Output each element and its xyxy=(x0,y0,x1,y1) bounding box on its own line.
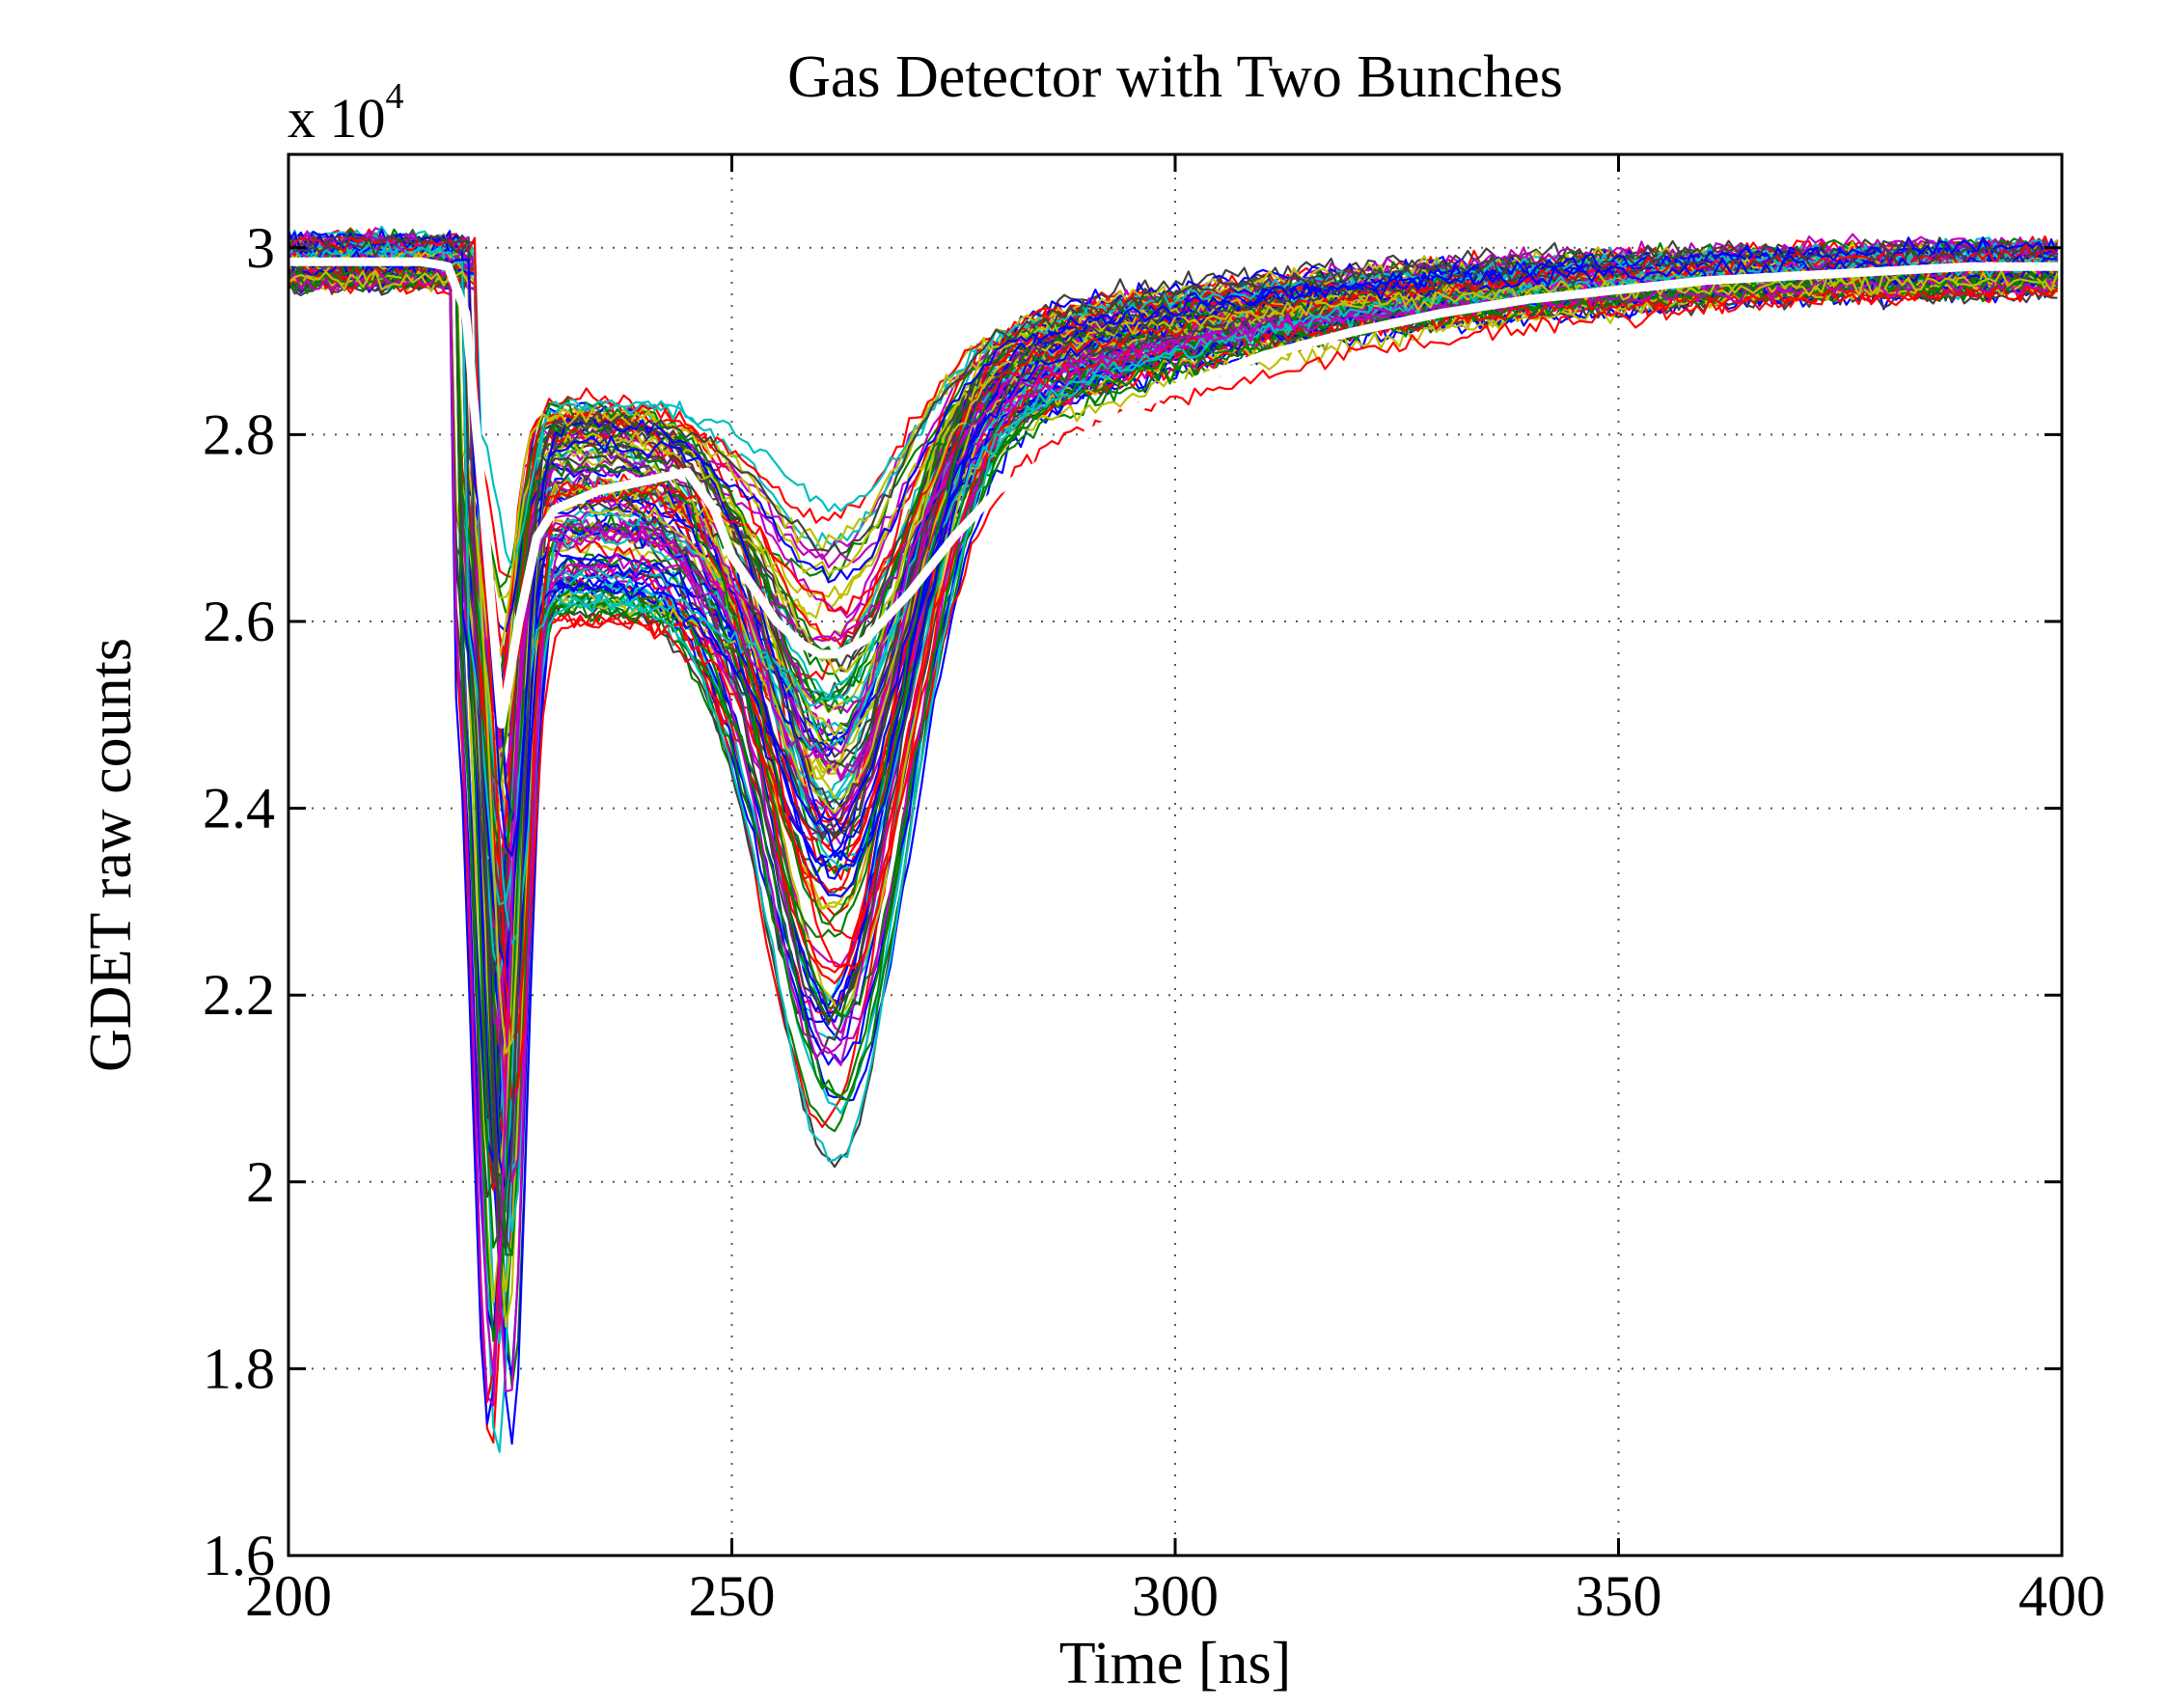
shot-trace xyxy=(288,232,2059,1061)
axis-ticks xyxy=(287,154,2064,1557)
y-tick-labels: 1.6 1.8 2 2.2 2.4 2.6 2.8 3 xyxy=(203,216,275,1587)
y-tick-label: 2 xyxy=(246,1150,275,1214)
shot-traces xyxy=(288,225,2059,1453)
x-tick-labels: 200 250 300 350 400 xyxy=(245,1564,2105,1628)
x-tick-label: 400 xyxy=(2018,1564,2105,1628)
mean-trace xyxy=(288,257,2062,729)
shot-trace xyxy=(288,240,2058,898)
x-tick-label: 350 xyxy=(1576,1564,1662,1628)
shot-trace xyxy=(288,263,2058,1097)
shot-trace xyxy=(288,263,2059,1100)
chart-title: Gas Detector with Two Bunches xyxy=(787,44,1563,110)
shot-trace xyxy=(288,250,2058,857)
y-tick-label: 2.2 xyxy=(203,963,275,1027)
y-tick-label: 1.8 xyxy=(203,1336,275,1400)
y-tick-label: 2.8 xyxy=(203,402,275,466)
y-tick-label: 2.4 xyxy=(203,777,275,840)
y-tick-label: 1.6 xyxy=(203,1524,275,1587)
x-tick-label: 250 xyxy=(689,1564,776,1628)
shot-trace xyxy=(288,266,2059,1407)
y-tick-label: 3 xyxy=(246,216,275,280)
y-tick-label: 2.6 xyxy=(203,590,275,653)
x-tick-label: 300 xyxy=(1132,1564,1219,1628)
y-scale-base: x 10 xyxy=(288,87,386,150)
shot-trace xyxy=(288,234,2059,1250)
x-axis-label: Time [ns] xyxy=(1059,1631,1292,1696)
y-axis-label: GDET raw counts xyxy=(78,638,144,1072)
shot-trace xyxy=(288,269,2058,662)
y-scale-power: 4 xyxy=(386,76,404,117)
shot-trace xyxy=(288,269,2059,1055)
shot-trace xyxy=(288,233,2059,568)
mean-trace-group xyxy=(288,257,2062,729)
x-tick-label: 200 xyxy=(245,1564,332,1628)
y-scale-exponent-label: x 104 xyxy=(288,76,404,150)
